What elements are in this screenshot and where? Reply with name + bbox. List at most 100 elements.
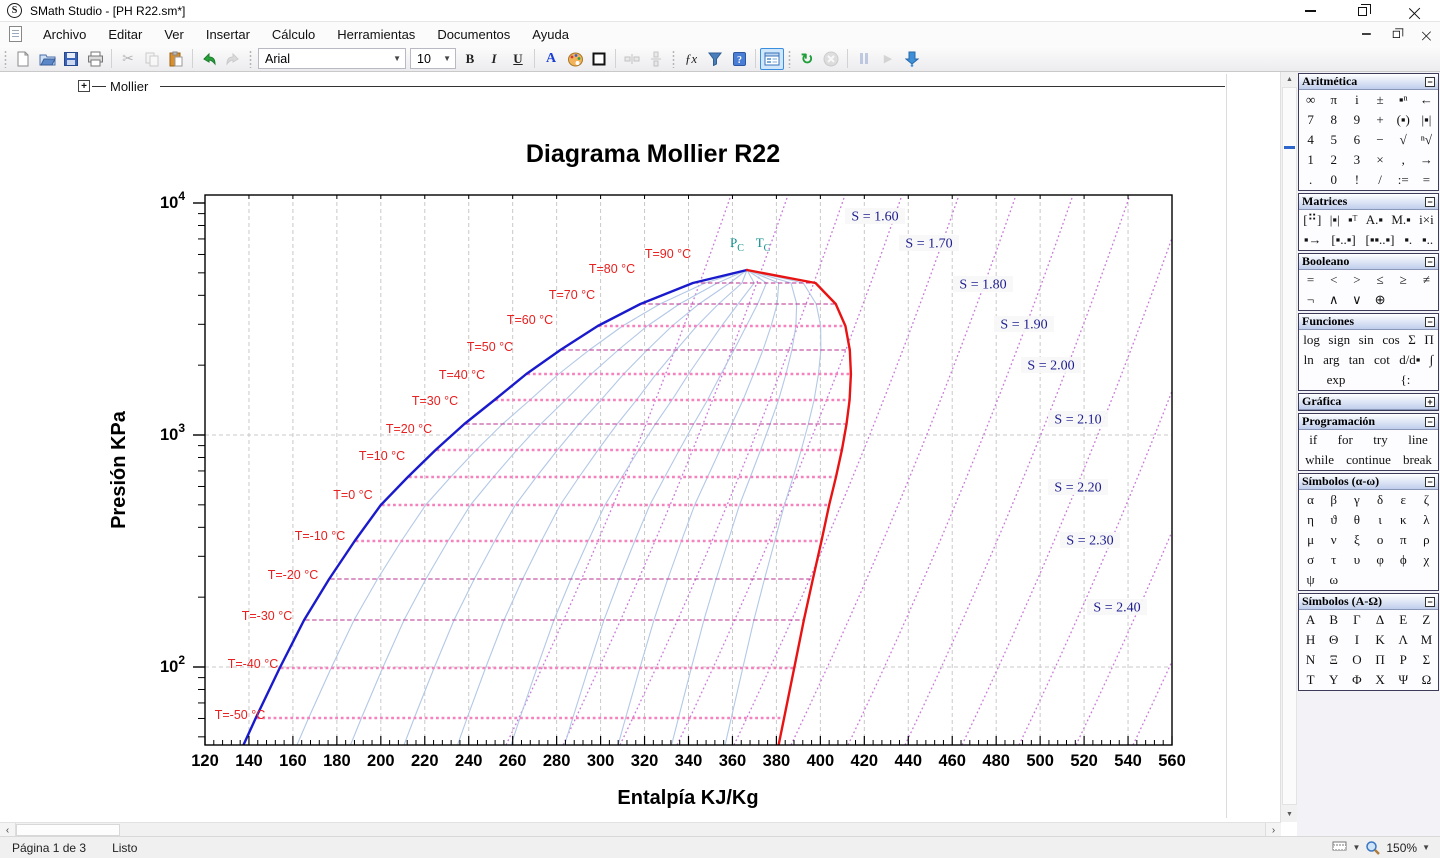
palette-item[interactable]: Α [1305, 612, 1316, 627]
menu-editar[interactable]: Editar [108, 26, 143, 42]
pause-button[interactable] [852, 48, 876, 70]
palette-item[interactable]: i×i [1419, 212, 1434, 227]
palette-item[interactable]: ± [1376, 92, 1384, 107]
palette-item[interactable]: π [1399, 532, 1407, 547]
save-button[interactable] [59, 48, 83, 70]
palette-item[interactable]: ← [1419, 92, 1433, 107]
toolbar-grip[interactable] [249, 49, 252, 68]
zoom-level[interactable]: 150% [1386, 840, 1418, 855]
palette-item[interactable]: ϑ [1330, 512, 1337, 527]
palette-item[interactable]: Φ [1352, 672, 1362, 687]
palette-item[interactable]: tan [1348, 352, 1365, 367]
palette-item[interactable]: + [1376, 112, 1384, 127]
print-button[interactable] [83, 48, 107, 70]
font-family-combo[interactable]: Arial ▼ [258, 48, 406, 69]
font-size-combo[interactable]: 10 ▼ [410, 48, 456, 69]
palette-item[interactable]: ≤ [1376, 272, 1384, 287]
palette-header-simbolos[interactable]: Símbolos (α-ω) − [1299, 474, 1438, 490]
palette-item[interactable]: 8 [1330, 112, 1337, 127]
palette-item[interactable]: cos [1382, 332, 1400, 347]
palette-item[interactable]: χ [1423, 552, 1430, 567]
minimize-button[interactable] [1284, 0, 1336, 22]
palette-header-grafica[interactable]: Gráfica + [1299, 394, 1438, 410]
page-view-icon[interactable] [1332, 841, 1347, 854]
palette-item[interactable]: 0 [1330, 172, 1337, 187]
palette-item[interactable]: − [1376, 132, 1384, 147]
collapse-icon[interactable]: − [1425, 416, 1435, 427]
palette-item[interactable]: ο [1376, 532, 1384, 547]
palette-item[interactable]: ▪ᵀ [1347, 212, 1358, 227]
palette-item[interactable]: υ [1353, 552, 1361, 567]
palette-header-booleano[interactable]: Booleano − [1299, 254, 1438, 270]
palette-item[interactable]: ∫ [1429, 352, 1434, 367]
vertical-scroll-thumb[interactable] [1282, 87, 1297, 805]
palette-item[interactable]: α [1307, 492, 1314, 507]
italic-button[interactable]: I [491, 50, 497, 66]
palette-item[interactable]: continue [1346, 452, 1391, 467]
palette-header-aritmetica[interactable]: Aritmética − [1299, 74, 1438, 90]
menu-ayuda[interactable]: Ayuda [532, 26, 569, 42]
collapse-icon[interactable]: − [1425, 316, 1435, 327]
collapse-icon[interactable]: − [1425, 596, 1435, 607]
mollier-chart[interactable]: 120 140 160 180 200 220 240 260 280 300 320 340 360 3… [0, 72, 1280, 822]
snapshot-button[interactable] [900, 48, 924, 70]
palette-item[interactable]: [▪..▪] [1331, 232, 1356, 247]
palette-item[interactable]: π [1330, 92, 1338, 107]
palette-item[interactable]: = [1422, 172, 1431, 187]
palette-item[interactable]: Κ [1375, 632, 1385, 647]
palette-item[interactable]: sign [1328, 332, 1351, 347]
bold-button[interactable]: B [465, 50, 475, 66]
palette-item[interactable]: Ι [1354, 632, 1360, 647]
filter-button[interactable] [703, 48, 727, 70]
palette-item[interactable]: Π [1375, 652, 1385, 667]
toolbar-grip[interactable] [4, 49, 7, 68]
stop-button[interactable] [819, 48, 843, 70]
open-document-button[interactable] [35, 48, 59, 70]
palette-item[interactable]: β [1330, 492, 1338, 507]
palette-item[interactable]: exp [1326, 372, 1346, 387]
palette-item[interactable]: ∨ [1352, 292, 1362, 307]
palette-item[interactable]: Χ [1375, 672, 1385, 687]
palette-header-programacion[interactable]: Programación − [1299, 414, 1438, 430]
palette-item[interactable]: × [1376, 152, 1384, 167]
palette-item[interactable]: ! [1354, 172, 1360, 187]
palette-item[interactable]: ζ [1423, 492, 1430, 507]
palette-item[interactable]: Δ [1375, 612, 1385, 627]
palette-item[interactable]: ¬ [1306, 292, 1315, 307]
palette-item[interactable]: ≠ [1422, 272, 1430, 287]
palette-item[interactable]: Σ [1422, 652, 1431, 667]
palette-item[interactable]: [▪▪..▪] [1365, 232, 1395, 247]
palette-item[interactable]: ε [1400, 492, 1406, 507]
palette-item[interactable]: 7 [1307, 112, 1314, 127]
palette-item[interactable]: 3 [1353, 152, 1361, 167]
underline-button[interactable]: U [513, 50, 523, 66]
palette-item[interactable]: |▪| [1421, 112, 1432, 127]
copy-button[interactable] [140, 48, 164, 70]
scroll-right-icon[interactable]: › [1265, 823, 1281, 837]
palette-item[interactable]: Γ [1353, 612, 1361, 627]
palette-item[interactable]: ξ [1354, 532, 1360, 547]
palette-item[interactable]: > [1353, 272, 1361, 287]
palette-item[interactable]: ρ [1423, 532, 1430, 547]
scroll-down-icon[interactable]: ▼ [1281, 807, 1298, 822]
palette-item[interactable]: ν [1330, 532, 1337, 547]
palette-item[interactable]: arg [1323, 352, 1340, 367]
expand-icon[interactable]: + [1425, 396, 1435, 407]
palette-item[interactable]: ⁿ√ [1420, 132, 1433, 147]
palette-item[interactable]: μ [1307, 532, 1315, 547]
palette-item[interactable]: break [1403, 452, 1432, 467]
palette-item[interactable]: Ρ [1399, 652, 1407, 667]
palette-item[interactable]: ▪→ [1303, 232, 1322, 247]
font-color-button[interactable]: A [539, 48, 563, 70]
palette-item[interactable]: Η [1305, 632, 1316, 647]
palette-item[interactable]: Μ [1420, 632, 1433, 647]
palette-item[interactable]: φ [1376, 552, 1384, 567]
palette-item[interactable]: Σ [1408, 332, 1416, 347]
palette-item[interactable]: Ξ [1329, 652, 1338, 667]
align-vertical-button[interactable] [644, 48, 668, 70]
expand-icon[interactable]: + [78, 80, 90, 92]
palette-item[interactable]: ln [1303, 352, 1314, 367]
palette-item[interactable]: ϕ [1399, 552, 1407, 567]
paste-button[interactable] [164, 48, 188, 70]
palette-item[interactable]: Υ [1329, 672, 1339, 687]
